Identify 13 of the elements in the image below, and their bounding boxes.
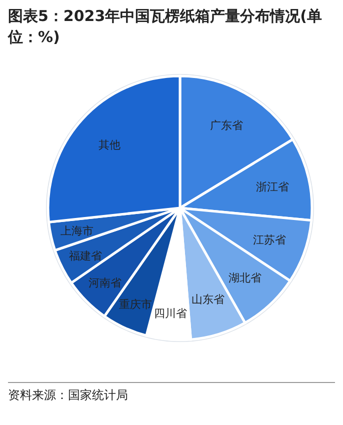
slice-label: 其他 [98, 138, 120, 152]
slice-label: 福建省 [69, 249, 102, 262]
slice-label: 上海市 [60, 224, 94, 238]
slice-label: 山东省 [191, 292, 224, 306]
slice-label: 重庆市 [119, 298, 152, 311]
chart-title: 图表5：2023年中国瓦楞纸箱产量分布情况(单位：%) [8, 6, 324, 48]
slice-label: 河南省 [88, 276, 122, 290]
text: 资料来源：国家统计局 [8, 382, 335, 404]
slice-label: 浙江省 [256, 180, 290, 194]
slice-label: 广东省 [210, 119, 244, 132]
slice-label: 四川省 [154, 307, 188, 320]
slice-label: 江苏省 [253, 234, 286, 247]
slice-label: 湖北省 [228, 271, 262, 284]
